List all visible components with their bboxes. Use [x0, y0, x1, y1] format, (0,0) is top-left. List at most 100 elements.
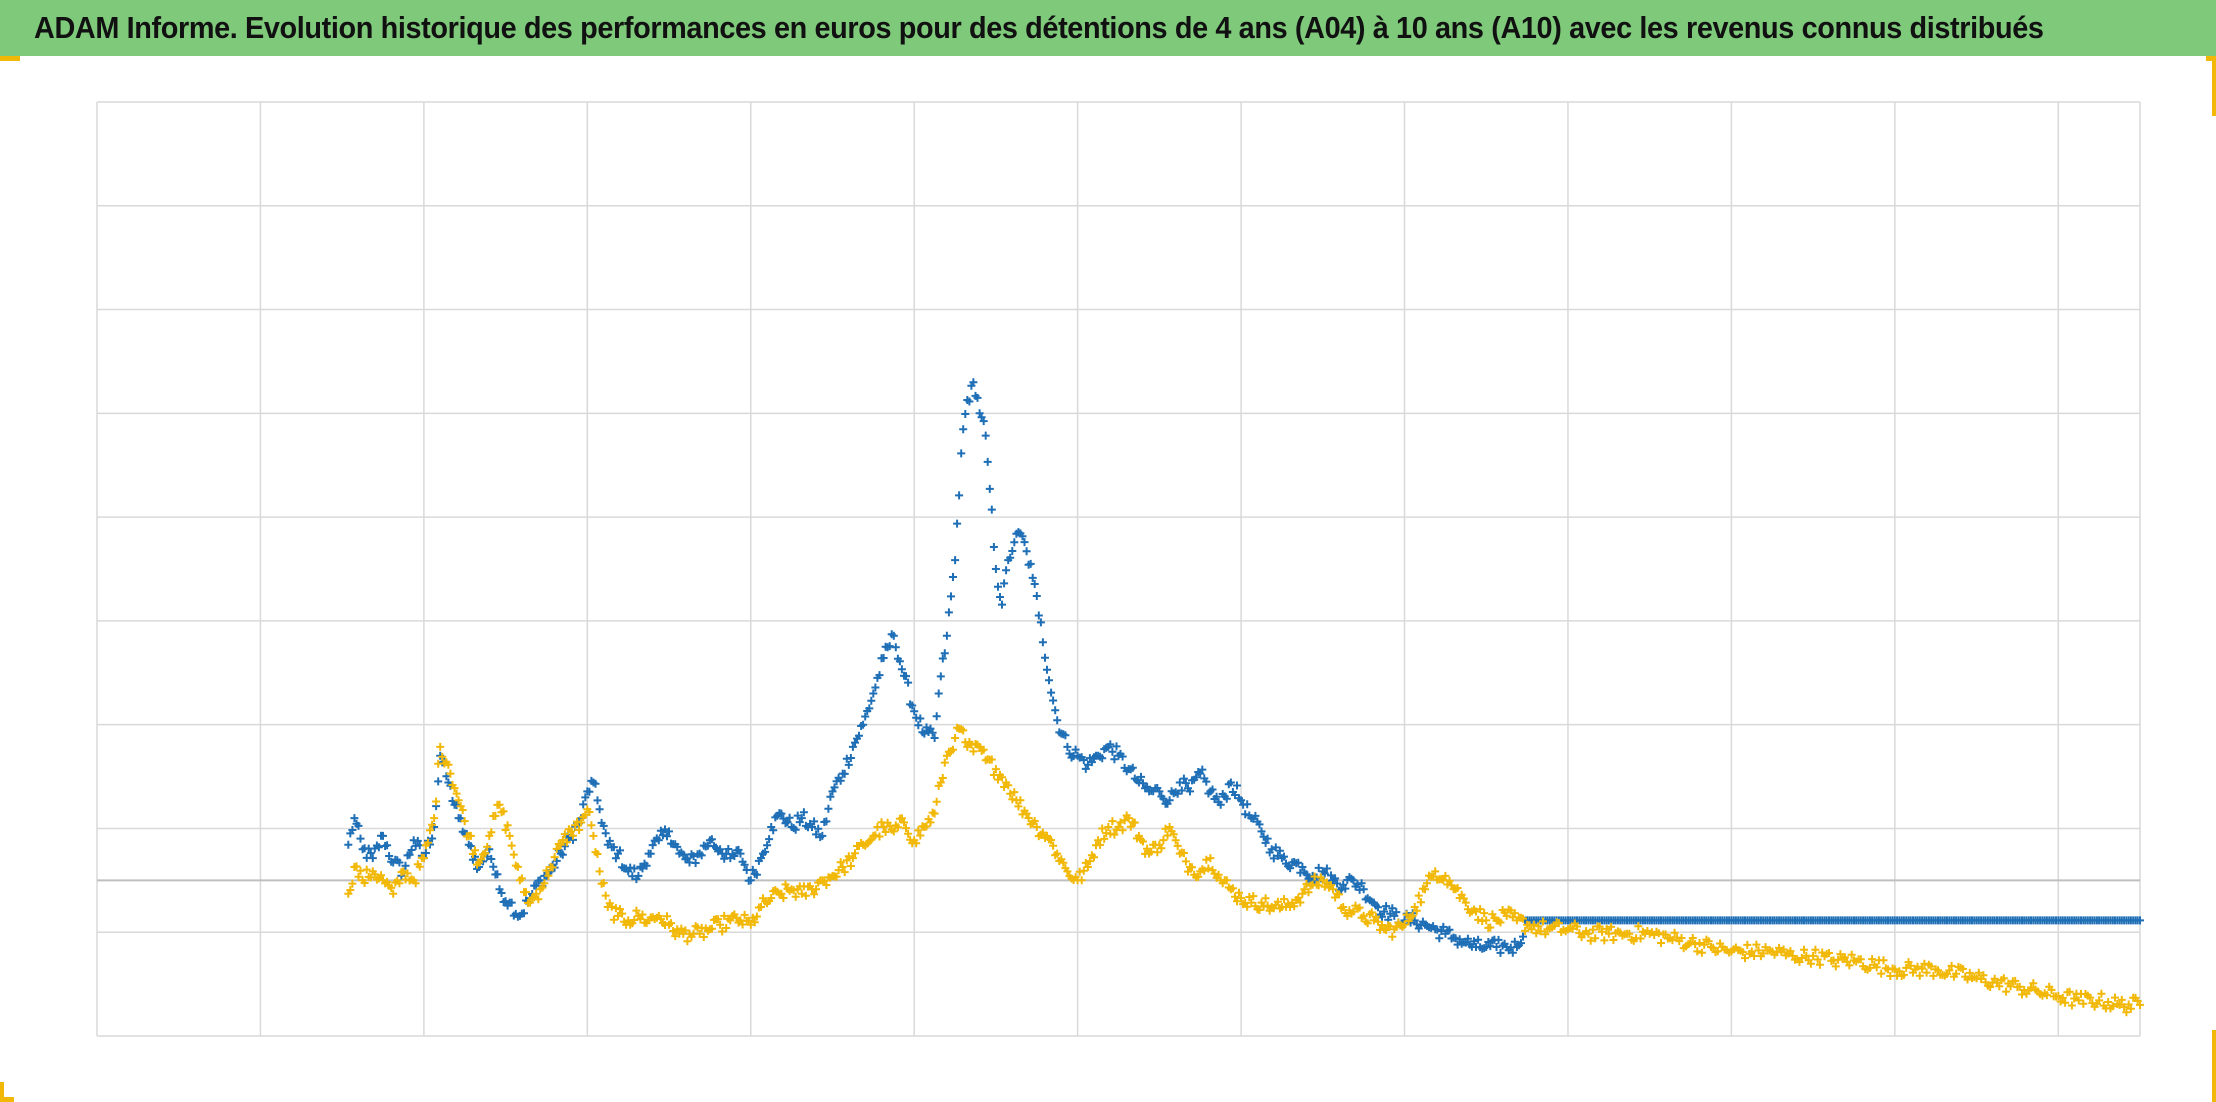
- data-point: [965, 397, 974, 406]
- data-point: [895, 657, 904, 666]
- data-point: [1945, 966, 1954, 975]
- data-point: [1249, 892, 1258, 901]
- data-point: [979, 417, 988, 426]
- data-point: [1840, 953, 1849, 962]
- data-point: [930, 734, 939, 742]
- data-point: [1414, 891, 1423, 900]
- data-point: [1181, 857, 1190, 866]
- data-point: [1922, 968, 1931, 977]
- data-point: [889, 631, 898, 640]
- data-point: [1412, 906, 1421, 915]
- data-point: [1519, 932, 1527, 941]
- data-point: [2124, 1000, 2133, 1009]
- data-point: [1006, 553, 1015, 562]
- data-point: [1214, 870, 1223, 879]
- data-point: [957, 449, 966, 458]
- data-point: [601, 891, 610, 900]
- data-point: [1024, 814, 1033, 822]
- data-point: [922, 723, 931, 732]
- data-point: [767, 894, 776, 903]
- data-point: [1198, 765, 1207, 774]
- data-point: [987, 505, 996, 514]
- data-point: [1779, 945, 1788, 954]
- data-point: [421, 849, 430, 857]
- data-point: [1126, 822, 1135, 831]
- data-point: [830, 783, 839, 792]
- series-2: [344, 723, 2144, 1017]
- data-point: [1320, 869, 1329, 878]
- data-point: [591, 779, 600, 788]
- data-point: [558, 836, 567, 844]
- data-point: [810, 817, 819, 826]
- data-point: [1327, 871, 1335, 880]
- data-point: [799, 808, 808, 817]
- data-point: [1609, 936, 1618, 944]
- data-point: [1071, 745, 1080, 754]
- data-point: [560, 830, 569, 839]
- data-point: [1527, 925, 1536, 934]
- data-point: [836, 858, 845, 867]
- data-point: [1059, 858, 1068, 867]
- data-point: [1915, 971, 1924, 980]
- data-point: [513, 862, 522, 871]
- data-point: [832, 872, 841, 881]
- data-point: [1318, 876, 1327, 885]
- data-point: [1595, 922, 1604, 931]
- data-point: [875, 671, 884, 680]
- frame-corner-bottom-left-horizontal: [0, 1097, 14, 1102]
- data-point: [1380, 907, 1389, 916]
- data-point: [969, 747, 978, 756]
- data-point: [415, 862, 424, 871]
- data-point: [1534, 922, 1543, 931]
- data-point: [1476, 905, 1485, 914]
- data-point: [1049, 696, 1058, 705]
- data-point: [446, 769, 455, 778]
- data-point: [1153, 848, 1162, 857]
- data-point: [1255, 820, 1264, 829]
- data-point: [1686, 938, 1695, 947]
- data-point: [1797, 954, 1806, 962]
- data-point: [1226, 778, 1235, 787]
- data-point: [1026, 559, 1035, 568]
- data-point: [840, 868, 849, 877]
- data-point: [871, 683, 880, 692]
- data-point: [930, 809, 939, 818]
- data-point: [677, 924, 686, 933]
- data-point: [2029, 979, 2038, 988]
- data-point: [636, 915, 645, 924]
- data-point: [1918, 964, 1927, 973]
- data-point: [1228, 884, 1237, 893]
- data-point: [2095, 996, 2104, 1005]
- data-point: [922, 822, 931, 831]
- data-point: [1693, 947, 1702, 956]
- data-point: [1322, 864, 1331, 873]
- data-point: [750, 918, 759, 927]
- data-point: [1083, 863, 1092, 871]
- data-point: [426, 826, 434, 835]
- data-point: [1668, 936, 1677, 945]
- data-point: [1532, 929, 1541, 938]
- data-point: [1061, 731, 1070, 740]
- data-point: [699, 933, 708, 941]
- data-point: [454, 796, 463, 805]
- data-point: [826, 792, 835, 801]
- data-point: [2120, 1003, 2129, 1012]
- data-point: [1400, 920, 1409, 929]
- data-point: [757, 854, 765, 863]
- data-point: [1868, 955, 1877, 964]
- data-point: [1085, 857, 1094, 866]
- data-point: [1290, 902, 1299, 911]
- data-point: [926, 724, 935, 733]
- data-point: [1237, 796, 1246, 805]
- data-point: [1020, 538, 1029, 547]
- data-point: [1591, 934, 1600, 943]
- data-point: [466, 842, 475, 851]
- data-point: [2074, 996, 2083, 1005]
- data-point: [822, 881, 831, 889]
- chart-title: ADAM Informe. Evolution historique des p…: [34, 10, 2044, 45]
- data-point: [1047, 836, 1056, 845]
- data-point: [740, 860, 749, 869]
- data-point: [1298, 863, 1307, 871]
- data-point: [1831, 962, 1840, 971]
- data-point: [848, 742, 857, 751]
